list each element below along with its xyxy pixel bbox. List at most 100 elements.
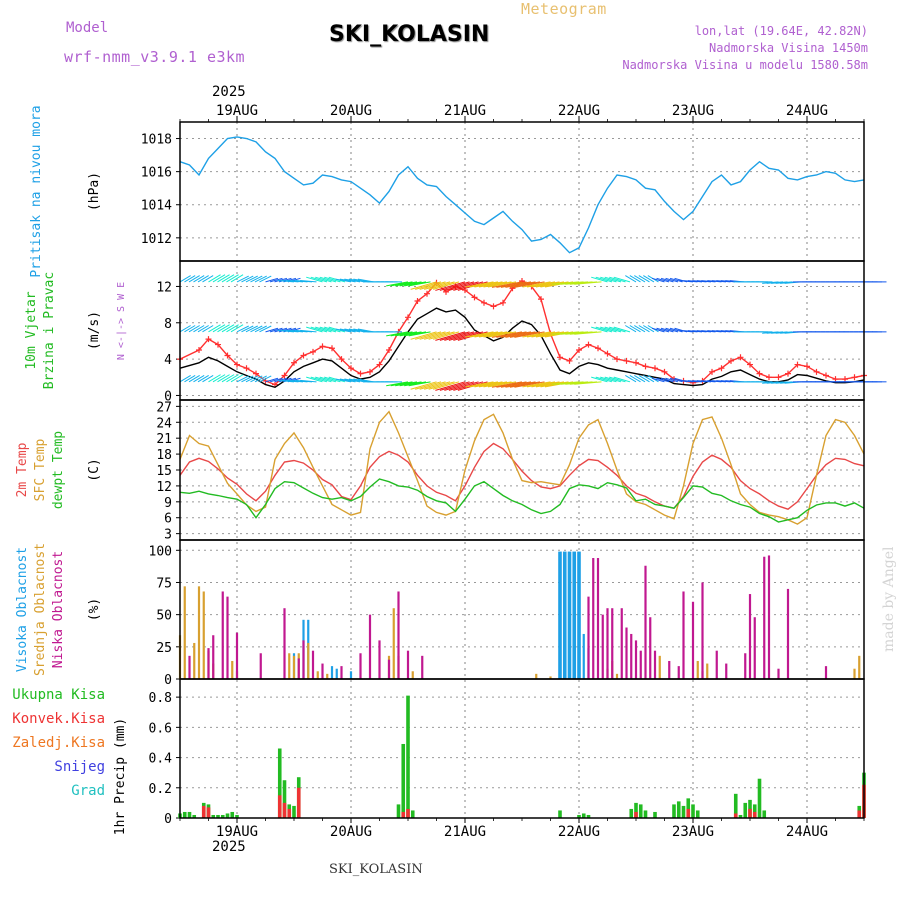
- gust-marker: [747, 361, 753, 368]
- wind-direction-arrow: [435, 381, 466, 391]
- wind-direction-arrow: [184, 275, 196, 283]
- gust-marker: [756, 370, 763, 377]
- wind-direction-arrow: [522, 281, 551, 288]
- cloud-bar: [824, 666, 828, 679]
- year-label-bottom: 2025: [212, 839, 246, 855]
- wind-direction-arrow: [629, 375, 641, 383]
- temperature-series-line: [179, 410, 865, 525]
- wind-direction-arrow: [324, 376, 341, 383]
- precip-bar: [643, 810, 648, 818]
- wind-direction-arrow: [514, 331, 545, 338]
- temperature-title-line: 2m Temp: [15, 442, 30, 497]
- wind-direction-arrow: [179, 375, 191, 383]
- cloud-bar: [297, 658, 300, 679]
- cloud-bar: [311, 650, 315, 679]
- precip-bar: [206, 807, 211, 818]
- wind-direction-arrow: [300, 279, 317, 283]
- precip-panel: 0 0.2 0.4 0.6 0.8 1hr Precip (mm) Ukupna Kisa K…: [12, 678, 866, 835]
- wind-direction-arrow: [265, 327, 279, 333]
- wind-direction-arrow: [505, 281, 536, 288]
- gust-marker: [376, 361, 383, 368]
- gust-marker: [338, 356, 345, 363]
- precip-bar: [638, 804, 643, 818]
- cloud-bar: [562, 551, 567, 679]
- gust-marker: [785, 370, 791, 377]
- wind-direction-arrow: [193, 375, 205, 383]
- day-label-bottom: 20AUG: [330, 824, 372, 840]
- cloud-bar: [592, 558, 595, 679]
- cloud-bar: [202, 591, 205, 679]
- cloud-bar: [292, 655, 296, 679]
- temperature-ytick-label: 9: [164, 496, 172, 511]
- wind-direction-arrow: [348, 328, 365, 333]
- wind-direction-arrow: [390, 331, 413, 337]
- wind-direction-arrow: [625, 275, 637, 283]
- wind-direction-arrow: [428, 381, 455, 390]
- wind-direction-arrow: [324, 326, 341, 333]
- day-label-bottom: 19AUG: [216, 824, 258, 840]
- wind-direction-arrow: [184, 375, 196, 383]
- wind-direction-arrow: [505, 331, 536, 338]
- wind-direction-arrow: [531, 281, 560, 288]
- model-name: wrf-nmm_v3.9.1 e3km: [64, 48, 246, 66]
- cloud-bar: [753, 617, 756, 679]
- wind-direction-arrow: [278, 277, 292, 283]
- wind-direction-arrow: [197, 375, 209, 383]
- precip-bar: [396, 804, 401, 818]
- wind-direction-arrow: [500, 281, 532, 288]
- wind-direction-arrow: [638, 325, 650, 333]
- gust-marker: [243, 365, 250, 372]
- cloud-title-line: Niska Oblacnost: [51, 551, 66, 668]
- wind-direction-arrow: [600, 276, 617, 283]
- gust-marker: [823, 372, 829, 379]
- cloud-bar: [634, 640, 638, 679]
- wind-direction-arrow: [465, 381, 494, 388]
- wind-direction-arrow: [315, 326, 332, 333]
- wind-direction-arrow: [595, 326, 613, 333]
- gust-marker: [538, 296, 544, 303]
- wind-direction-arrow: [531, 331, 560, 338]
- pressure-ytick-label: 1018: [141, 133, 172, 148]
- cloud-ylabel: (%): [87, 598, 102, 621]
- wind-direction-arrow: [651, 277, 665, 283]
- wind-direction-arrow: [193, 275, 205, 283]
- wind-direction-arrow: [319, 376, 337, 383]
- wind-direction-arrow: [638, 275, 650, 283]
- wind-direction-arrow: [306, 276, 323, 283]
- precip-bar: [182, 811, 187, 818]
- gust-marker: [851, 374, 858, 381]
- cloud-bar: [786, 588, 790, 679]
- gust-marker: [310, 348, 316, 355]
- wind-direction-arrow: [179, 325, 191, 333]
- cloud-ytick-label: 75: [156, 576, 172, 591]
- gust-marker: [813, 368, 820, 375]
- wind-direction-arrow: [415, 381, 442, 390]
- wind-direction-arrow: [399, 331, 422, 337]
- wind-direction-arrow: [265, 277, 279, 283]
- wind-direction-arrow: [478, 381, 508, 388]
- cloud-bar: [587, 596, 590, 679]
- precip-bar: [577, 814, 581, 818]
- wind-direction-arrow: [265, 377, 279, 383]
- cloud-bar: [763, 556, 766, 679]
- temperature-ytick-label: 3: [164, 528, 172, 543]
- cloud-panel: 0 25 50 75 100 (%) Visoka Oblacnost Srednja Obl…: [15, 539, 865, 688]
- wind-direction-arrow: [395, 281, 418, 287]
- cloud-bar: [558, 551, 562, 679]
- precip-bar: [681, 805, 686, 818]
- wind-direction-arrow: [408, 281, 431, 287]
- wind-direction-arrow: [444, 331, 475, 341]
- wind-direction-arrow: [386, 381, 409, 387]
- wind-direction-arrow: [448, 281, 479, 291]
- precip-bar: [282, 802, 287, 818]
- gust-marker: [566, 357, 573, 364]
- precip-legend-label: Konvek.Kisa: [12, 711, 105, 727]
- gust-marker: [500, 299, 506, 306]
- wind-direction-arrow: [254, 325, 267, 333]
- wind-direction-arrow: [310, 326, 328, 333]
- gust-marker: [367, 368, 373, 375]
- cloud-bar: [549, 676, 552, 679]
- wind-direction-arrow: [629, 275, 641, 283]
- wind-title-line: Brzina i Pravac: [42, 272, 57, 389]
